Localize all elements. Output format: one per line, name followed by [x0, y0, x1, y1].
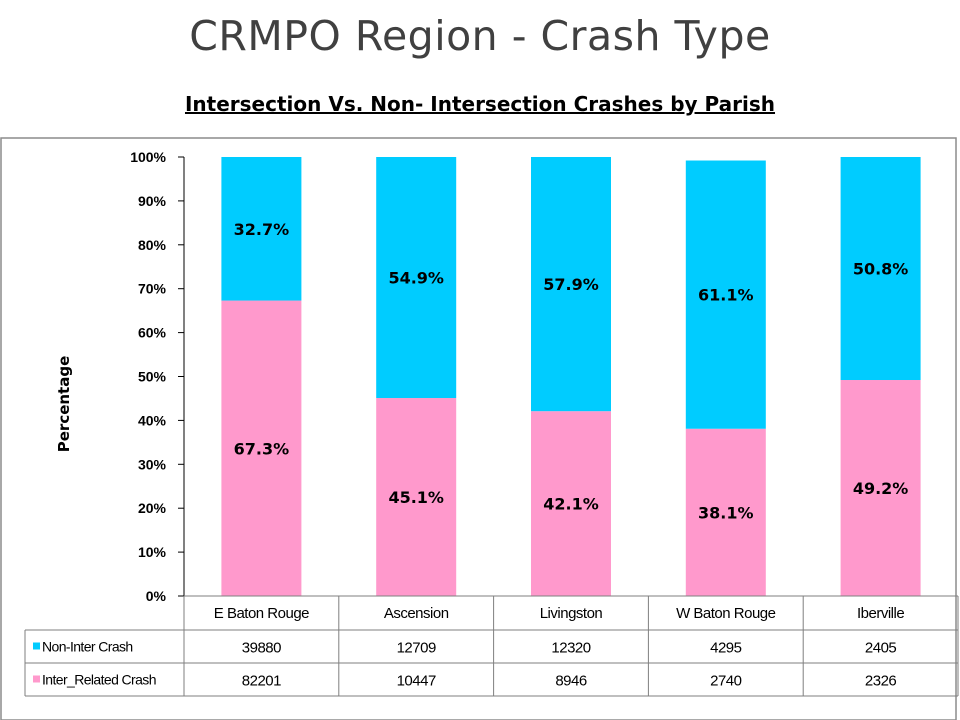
data-label: 42.1%	[543, 495, 599, 514]
legend-label: Non-Inter Crash	[42, 639, 133, 655]
bar-segment	[685, 160, 766, 429]
y-tick-label: 80%	[138, 237, 167, 253]
x-category-label: Iberville	[857, 605, 904, 622]
data-label: 50.8%	[853, 260, 909, 279]
y-tick-label: 30%	[138, 456, 167, 472]
table-cell: 8946	[555, 673, 587, 690]
bar-segment	[531, 411, 611, 596]
data-table: E Baton Rouge Ascension Livingston W Baton …	[24, 595, 959, 697]
table-cell: 2740	[710, 673, 742, 690]
data-label: 57.9%	[543, 275, 599, 294]
x-category-label: Livingston	[540, 605, 603, 622]
x-category-label: W Baton Rouge	[676, 605, 776, 622]
bar-segment	[221, 157, 302, 301]
data-label: 45.1%	[388, 488, 444, 507]
bar-segment	[685, 428, 766, 596]
y-tick-label: 40%	[138, 412, 167, 428]
y-tick-label: 10%	[138, 544, 167, 560]
bar-segment	[221, 300, 302, 596]
chart-title: Intersection Vs. Non- Intersection Crash…	[184, 92, 776, 116]
table-cell: 2326	[865, 673, 897, 690]
y-tick-label: 70%	[138, 281, 167, 297]
y-tick-label: 100%	[130, 149, 166, 165]
chart-area-border	[0, 137, 957, 720]
y-axis-label: Percentage	[55, 356, 73, 453]
y-tick-label: 20%	[138, 500, 167, 516]
legend-key	[33, 642, 40, 650]
y-axis: 0% 10% 20% 30% 40% 50% 60% 70% 80% 90% 100%	[130, 149, 185, 604]
data-label: 49.2%	[853, 479, 909, 498]
bar-segment	[840, 380, 921, 596]
table-cell: 12709	[397, 640, 436, 657]
slide-title: CRMPO Region - Crash Type	[189, 12, 771, 60]
bar-segment	[840, 157, 921, 381]
table-cell: 10447	[397, 673, 436, 690]
y-tick-label: 0%	[146, 588, 167, 604]
data-label: 38.1%	[698, 503, 754, 522]
table-cell: 12320	[551, 640, 590, 657]
data-label: 54.9%	[388, 269, 444, 288]
bar-segment	[531, 157, 611, 412]
table-cell: 4295	[710, 640, 742, 657]
bar-segment	[376, 398, 457, 596]
x-category-label: E Baton Rouge	[214, 605, 309, 622]
bars: 67.3% 32.7% 45.1% 54.9% 42.1% 57.9% 38.1% 61.1%…	[221, 157, 921, 596]
data-label: 61.1%	[698, 286, 754, 305]
bar-segment	[376, 157, 457, 399]
data-label: 32.7%	[234, 220, 290, 239]
table-cell: 82201	[242, 673, 281, 690]
y-tick-label: 90%	[138, 193, 167, 209]
table-cell: 2405	[865, 640, 897, 657]
table-cell: 39880	[242, 640, 281, 657]
y-tick-label: 50%	[138, 369, 167, 385]
legend-label: Inter_Related Crash	[42, 672, 156, 688]
y-tick-label: 60%	[138, 325, 167, 341]
data-label: 67.3%	[234, 439, 290, 458]
x-category-label: Ascension	[384, 605, 449, 622]
legend-key	[33, 675, 40, 683]
